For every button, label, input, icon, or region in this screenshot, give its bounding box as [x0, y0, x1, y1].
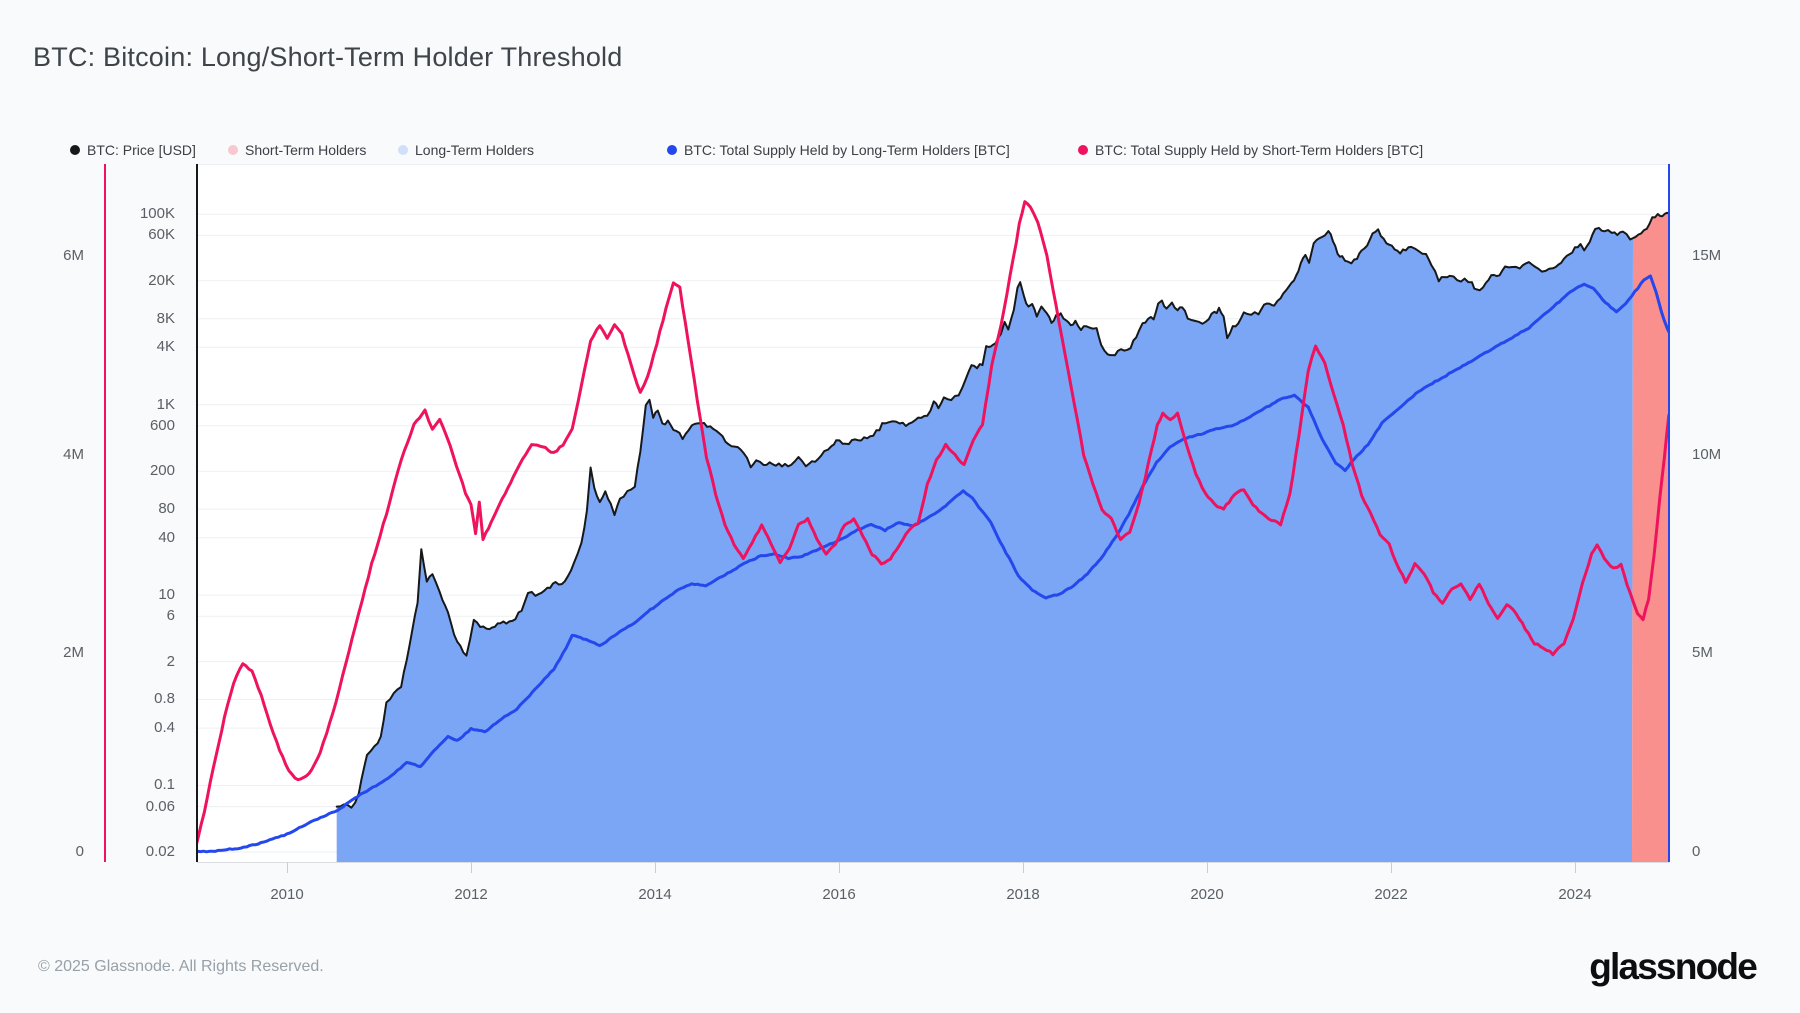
copyright-text: © 2025 Glassnode. All Rights Reserved. [38, 958, 324, 975]
axis-tick-label: 0 [1692, 843, 1701, 860]
legend-dot-icon [667, 145, 677, 155]
legend-item-label: Long-Term Holders [415, 142, 535, 158]
chart-legend: BTC: Price [USD] Short-Term Holders Long-T… [0, 139, 1800, 161]
page-title: BTC: Bitcoin: Long/Short-Term Holder Thr… [33, 42, 623, 72]
legend-item[interactable]: BTC: Price [USD] [70, 139, 196, 161]
axis-tick-label: 600 [149, 416, 175, 434]
x-axis-label: 2022 [1374, 886, 1408, 903]
x-axis-label: 2020 [1190, 886, 1224, 903]
legend-item[interactable]: BTC: Total Supply Held by Short-Term Hol… [1078, 139, 1423, 161]
axis-tick-label: 2M [63, 644, 84, 662]
axis-tick-label: 20K [148, 271, 175, 289]
axis-tick-label: 2 [166, 652, 175, 670]
x-axis-tick [1207, 862, 1208, 873]
x-axis-tick [655, 862, 656, 873]
x-axis-tick [287, 862, 288, 873]
axis-tick-label: 40 [158, 528, 175, 546]
legend-item[interactable]: BTC: Total Supply Held by Long-Term Hold… [667, 139, 1010, 161]
axis-tick-label: 100K [139, 205, 175, 223]
legend-item-label: BTC: Price [USD] [87, 142, 196, 158]
x-axis-label: 2012 [454, 886, 488, 903]
axis-tick-label: 10M [1692, 445, 1722, 463]
chart-plot[interactable] [197, 164, 1669, 862]
x-axis-label: 2024 [1558, 886, 1592, 903]
axis-tick-label: 4K [156, 338, 175, 356]
x-axis-tick [839, 862, 840, 873]
x-axis-tick [471, 862, 472, 873]
legend-dot-icon [228, 145, 238, 155]
lth-supply-axis-line [1668, 164, 1670, 862]
region-fill [336, 227, 1634, 862]
axis-tick-label: 15M [1692, 247, 1722, 265]
region-fill [1632, 212, 1669, 862]
holder-regions [336, 212, 1669, 862]
axis-tick-label: 5M [1692, 644, 1713, 662]
axis-tick-label: 0.4 [154, 719, 175, 737]
legend-dot-icon [70, 145, 80, 155]
axis-tick-label: 0.1 [154, 776, 175, 794]
legend-item-label: BTC: Total Supply Held by Short-Term Hol… [1095, 142, 1424, 158]
x-axis-baseline [197, 862, 1669, 863]
series-line [197, 274, 1669, 854]
x-axis-label: 2010 [270, 886, 304, 903]
axis-tick-label: 200 [149, 462, 175, 480]
legend-item[interactable]: Long-Term Holders [398, 139, 534, 161]
axis-tick-label: 6M [63, 247, 84, 265]
legend-item-label: BTC: Total Supply Held by Long-Term Hold… [684, 142, 1010, 158]
axis-tick-label: 0 [75, 843, 84, 860]
glassnode-logo: glassnode [1589, 946, 1758, 987]
legend-item-label: Short-Term Holders [245, 142, 367, 158]
data-series [197, 200, 1669, 854]
series-line [335, 211, 1669, 809]
axis-tick-label: 1K [156, 395, 175, 413]
axis-tick-label: 8K [156, 309, 175, 327]
sth-supply-axis-line [104, 164, 106, 862]
axis-tick-label: 60K [148, 226, 175, 244]
legend-dot-icon [398, 145, 408, 155]
series-line [197, 200, 1669, 849]
axis-tick-label: 10 [158, 586, 175, 604]
x-axis-tick [1023, 862, 1024, 873]
x-axis-label: 2018 [1006, 886, 1040, 903]
x-axis-tick [1575, 862, 1576, 873]
price-axis-line [196, 164, 198, 862]
axis-tick-label: 0.02 [145, 843, 175, 860]
axis-tick-label: 0.06 [145, 797, 175, 815]
legend-item[interactable]: Short-Term Holders [228, 139, 366, 161]
x-axis-tick [1391, 862, 1392, 873]
axis-tick-label: 4M [63, 445, 84, 463]
axis-tick-label: 0.8 [154, 690, 175, 708]
axis-tick-label: 80 [158, 500, 175, 518]
legend-dot-icon [1078, 145, 1088, 155]
x-axis-label: 2016 [822, 886, 856, 903]
axis-tick-label: 6 [166, 607, 175, 625]
x-axis-label: 2014 [638, 886, 672, 903]
